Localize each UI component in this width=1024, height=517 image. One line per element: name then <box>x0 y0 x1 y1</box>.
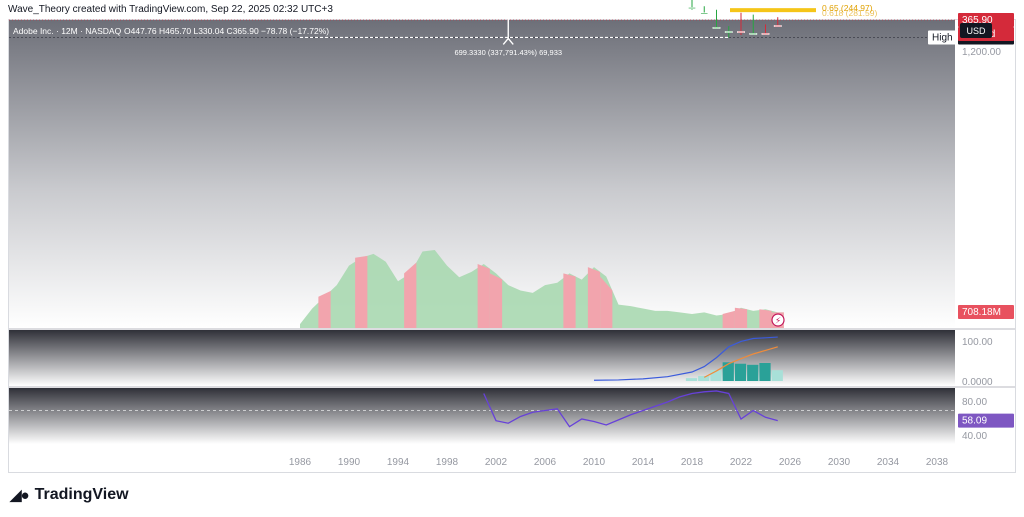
time-tick-label: 2030 <box>828 457 851 468</box>
rsi-pane-background <box>9 388 955 444</box>
candle-up <box>700 12 709 15</box>
time-tick-label: 2022 <box>730 457 753 468</box>
time-tick-label: 1998 <box>436 457 459 468</box>
fib-065-band <box>730 8 816 13</box>
currency-label: USD <box>966 26 986 36</box>
created-by-line: Wave_Theory created with TradingView.com… <box>8 4 333 15</box>
time-tick-label: 2010 <box>583 457 606 468</box>
rsi-indicator <box>9 390 955 428</box>
macd-histogram-bar <box>747 364 759 381</box>
volume-value: 708.18M <box>962 307 1001 318</box>
macd-histogram-bar <box>771 370 783 381</box>
high-label-bg <box>928 30 958 45</box>
currency-badge[interactable] <box>960 23 992 38</box>
macd-tick-label: 100.00 <box>962 337 993 348</box>
time-tick-label: 1990 <box>338 457 361 468</box>
candle-up <box>749 33 758 35</box>
time-tick-label: 2038 <box>926 457 949 468</box>
high-label: High <box>932 32 953 43</box>
lightning-glyph: ⚡ <box>775 317 781 327</box>
time-tick-label: 2002 <box>485 457 508 468</box>
measure-tool[interactable]: 699.3330 (337,791.43%) 69,933 <box>300 0 730 57</box>
rsi-tick-label: 40.00 <box>962 431 987 442</box>
macd-histogram-bar <box>734 363 747 381</box>
measure-label: 699.3330 (337,791.43%) 69,933 <box>454 48 562 57</box>
volume-down-segment <box>563 273 576 328</box>
rsi-value: 58.09 <box>962 416 987 427</box>
macd-histogram-bar <box>685 378 698 381</box>
price-axis[interactable]: 1,200.00400.00120.0040.0012.001.500.5000… <box>962 0 1001 442</box>
time-tick-label: 2018 <box>681 457 704 468</box>
time-tick-label: 2026 <box>779 457 802 468</box>
macd-tick-label: 0.0000 <box>962 377 993 388</box>
fib-065-label: 0.65 (244.97) <box>822 3 873 13</box>
volume-down-segment <box>489 273 503 328</box>
macd-signal-line <box>703 346 778 378</box>
brand-name: TradingView <box>34 486 129 503</box>
price-tick-label: 1,200.00 <box>962 47 1001 58</box>
fib-0618-label: 0.618 (281.59) <box>822 8 877 18</box>
time-tick-label: 1994 <box>387 457 410 468</box>
time-tick-label: 2006 <box>534 457 557 468</box>
tradingview-brand[interactable]: ◢● TradingView <box>10 486 129 504</box>
volume-down-segment <box>355 255 368 328</box>
macd-histogram-bar <box>759 363 771 381</box>
volume-down-segment <box>404 262 417 328</box>
volume-area-fill <box>300 250 784 328</box>
macd-histogram-bar <box>710 370 722 381</box>
tradingview-logo-icon: ◢● <box>10 487 30 504</box>
symbol-info: Adobe Inc. · 12M · NASDAQ <box>13 26 122 36</box>
macd-histogram-bar <box>698 375 710 381</box>
time-tick-label: 1986 <box>289 457 312 468</box>
volume-down-segment <box>759 309 772 328</box>
measure-arrow-head <box>502 37 514 45</box>
time-tick-label: 2034 <box>877 457 900 468</box>
volume-down-segment <box>318 290 331 328</box>
rsi-tick-label: 80.00 <box>962 397 987 408</box>
volume-value-bg <box>958 305 1014 319</box>
ohlc-values: O447.76 H465.70 L330.04 C365.90 −78.78 (… <box>124 26 329 36</box>
volume-down-segment <box>587 267 601 328</box>
rsi-value-bg <box>958 413 1014 428</box>
time-tick-label: 2014 <box>632 457 655 468</box>
rsi-line <box>483 390 778 428</box>
price-levels: 0.618 (281.59)0.65 (244.97) <box>9 3 955 38</box>
candles <box>688 0 782 38</box>
volume-area <box>300 250 784 328</box>
macd-indicator <box>593 336 783 381</box>
candle-up <box>724 31 733 33</box>
last-price-value: 365.90 <box>962 15 993 26</box>
candle-up <box>688 7 696 9</box>
volume-down-segment <box>600 276 613 328</box>
macd-histogram-bar <box>722 362 734 381</box>
candle-down <box>761 33 770 35</box>
macd-pane-background <box>9 330 955 386</box>
volume-down-segment <box>477 264 490 328</box>
volume-down-segment <box>734 307 748 328</box>
candle-down <box>773 25 782 27</box>
lightning-icon[interactable] <box>771 313 785 327</box>
chart-frame <box>8 19 1016 473</box>
macd-line <box>593 336 778 381</box>
time-axis[interactable]: 1986 1990 1994 1998 2002 2006 2010 2014 2018 2022… <box>289 457 949 468</box>
volume-down-segment <box>722 310 735 328</box>
candle-down <box>737 31 745 33</box>
candle-up <box>712 26 721 29</box>
